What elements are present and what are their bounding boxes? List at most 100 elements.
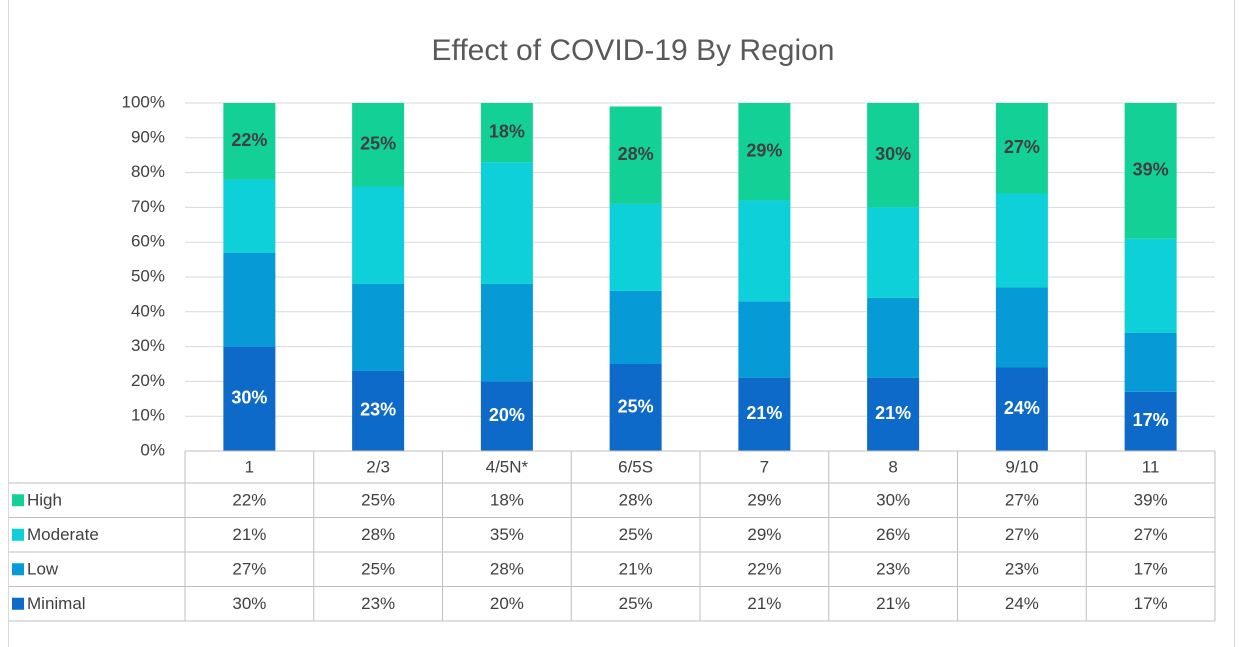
bar-segment xyxy=(352,283,405,371)
bar-segment xyxy=(352,186,405,284)
table-cell: 29% xyxy=(747,491,781,510)
bar-segment xyxy=(480,283,533,382)
table-cell: 28% xyxy=(361,525,395,544)
table-cell: 28% xyxy=(490,560,524,579)
data-label: 17% xyxy=(1133,410,1169,430)
table-cell: 25% xyxy=(619,594,653,613)
x-tick-label: 9/10 xyxy=(1005,457,1038,476)
data-label: 28% xyxy=(618,144,654,164)
table-cell: 18% xyxy=(490,491,524,510)
y-tick-label: 10% xyxy=(131,406,165,425)
data-label: 29% xyxy=(746,140,782,160)
x-tick-label: 6/5S xyxy=(618,457,653,476)
y-tick-label: 70% xyxy=(131,197,165,216)
legend-label: Low xyxy=(27,560,59,579)
bar-segment xyxy=(1124,391,1177,451)
x-tick-label: 11 xyxy=(1142,457,1160,476)
table-cell: 25% xyxy=(619,525,653,544)
table-cell: 27% xyxy=(1134,525,1168,544)
table-cell: 25% xyxy=(361,491,395,510)
data-label: 24% xyxy=(1004,398,1040,418)
data-label: 25% xyxy=(360,134,396,154)
data-label: 39% xyxy=(1133,160,1169,180)
bar-segment xyxy=(1124,103,1177,239)
table-cell: 23% xyxy=(1005,560,1039,579)
y-tick-label: 20% xyxy=(131,371,165,390)
bar-segment xyxy=(480,381,533,451)
legend-swatch xyxy=(12,528,24,541)
legend-label: High xyxy=(27,491,62,510)
table-cell: 23% xyxy=(361,594,395,613)
bar-segment xyxy=(1124,332,1177,392)
bar-segment xyxy=(867,297,920,378)
table-cell: 17% xyxy=(1134,560,1168,579)
y-tick-label: 80% xyxy=(131,162,165,181)
data-label: 30% xyxy=(875,144,911,164)
data-label: 21% xyxy=(875,403,911,423)
bar-segment xyxy=(738,301,791,378)
y-tick-label: 0% xyxy=(140,440,165,459)
bar-segment xyxy=(738,377,791,451)
y-tick-label: 100% xyxy=(122,92,165,111)
legend-label: Moderate xyxy=(27,525,99,544)
bar-segment xyxy=(223,252,276,347)
table-cell: 22% xyxy=(747,560,781,579)
table-cell: 17% xyxy=(1134,594,1168,613)
table-cell: 29% xyxy=(747,525,781,544)
chart-title: Effect of COVID-19 By Region xyxy=(432,34,835,67)
data-label: 30% xyxy=(231,388,267,408)
data-label: 22% xyxy=(231,130,267,150)
y-tick-label: 50% xyxy=(131,266,165,285)
data-label: 25% xyxy=(618,396,654,416)
x-tick-label: 4/5N* xyxy=(486,457,529,476)
table-cell: 22% xyxy=(232,491,266,510)
legend-swatch xyxy=(12,563,24,576)
table-cell: 28% xyxy=(619,491,653,510)
table-cell: 30% xyxy=(876,491,910,510)
table-cell: 21% xyxy=(619,560,653,579)
bar-segment xyxy=(609,290,662,364)
bar-segment xyxy=(867,103,920,208)
table-cell: 21% xyxy=(876,594,910,613)
bar-segment xyxy=(480,103,533,163)
table-cell: 23% xyxy=(876,560,910,579)
table-cell: 20% xyxy=(490,594,524,613)
table-cell: 26% xyxy=(876,525,910,544)
y-tick-label: 30% xyxy=(131,336,165,355)
bar-segment xyxy=(1124,238,1177,333)
data-label: 27% xyxy=(1004,137,1040,157)
bar-segment xyxy=(995,287,1048,368)
table-cell: 24% xyxy=(1005,594,1039,613)
data-label: 23% xyxy=(360,400,396,420)
table-cell: 27% xyxy=(1005,525,1039,544)
bar-segment xyxy=(995,103,1048,194)
bar-segment xyxy=(480,162,533,284)
data-label: 20% xyxy=(489,405,525,425)
legend-swatch xyxy=(12,494,24,507)
table-cell: 27% xyxy=(1005,491,1039,510)
data-label: 18% xyxy=(489,121,525,141)
table-cell: 30% xyxy=(232,594,266,613)
bar-segment xyxy=(609,364,662,451)
table-cell: 27% xyxy=(232,560,266,579)
legend-swatch xyxy=(12,597,24,610)
bar-segment xyxy=(867,207,920,298)
bar-segment xyxy=(995,193,1048,288)
x-tick-label: 8 xyxy=(888,457,897,476)
table-cell: 35% xyxy=(490,525,524,544)
y-tick-label: 40% xyxy=(131,301,165,320)
bar-segment xyxy=(609,106,662,204)
x-tick-label: 2/3 xyxy=(366,457,390,476)
bar-segment xyxy=(223,346,276,451)
legend-label: Minimal xyxy=(27,594,86,613)
table-cell: 25% xyxy=(361,560,395,579)
table-cell: 21% xyxy=(747,594,781,613)
bar-segment xyxy=(352,370,405,451)
bar-segment xyxy=(223,179,276,253)
bar-segment xyxy=(867,377,920,451)
x-tick-label: 7 xyxy=(760,457,769,476)
bar-segment xyxy=(738,103,791,201)
table-cell: 21% xyxy=(232,525,266,544)
x-tick-label: 1 xyxy=(245,457,254,476)
bar-segment xyxy=(995,367,1048,451)
